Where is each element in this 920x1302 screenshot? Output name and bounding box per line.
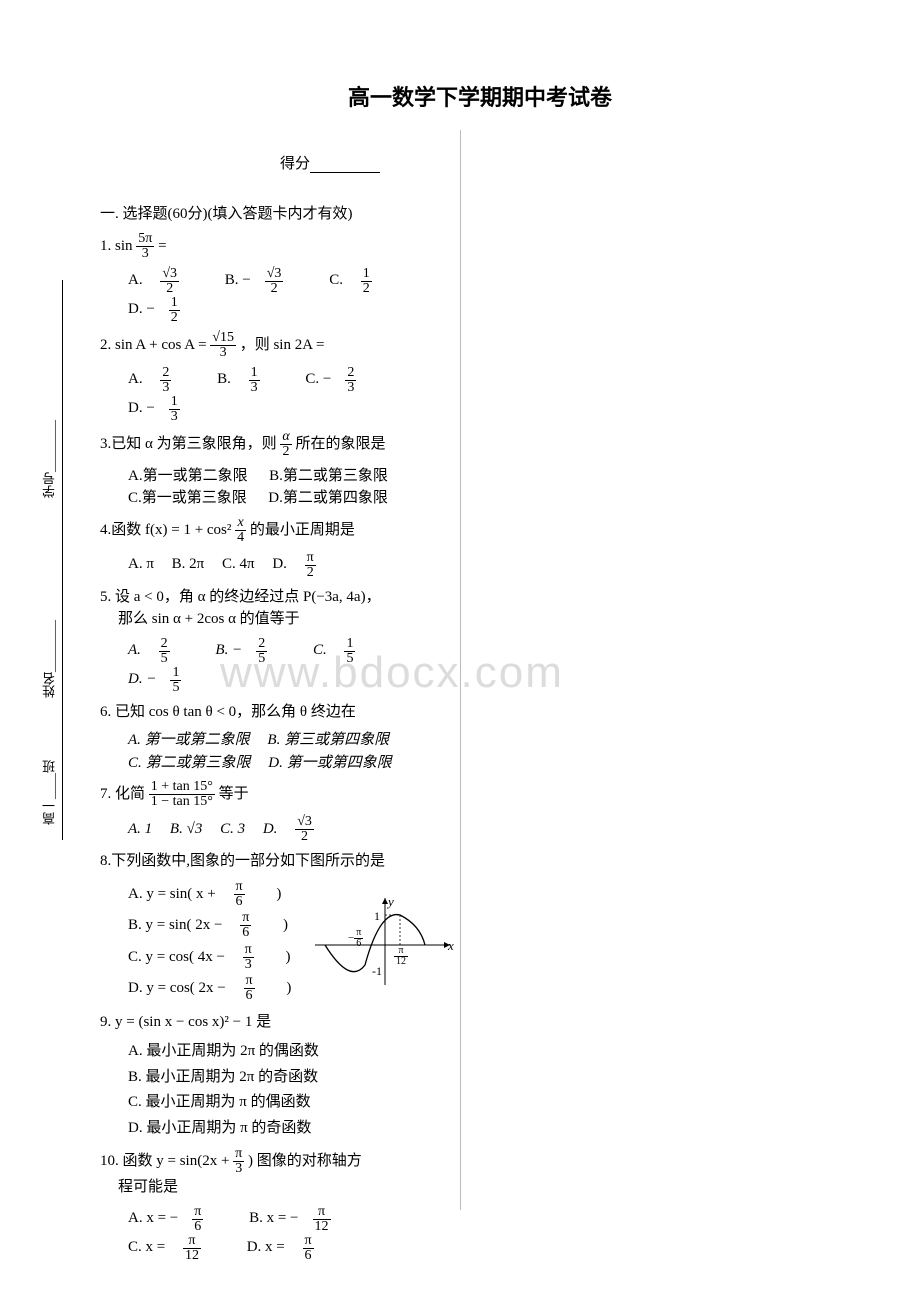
q3-options: A.第一或第二象限 B.第二或第三象限 C.第一或第三象限 D.第二或第四象限 [100, 465, 460, 510]
section-heading: 一. 选择题(60分)(填入答题卡内才有效) [100, 203, 460, 226]
sidebar-sid: 学号________ [40, 420, 59, 498]
question-2: 2. sin A + cos A = √153 ，则 sin 2A = [100, 331, 460, 360]
q5-options: A. 25 B. −25 C. 15 D. −15 [100, 637, 460, 695]
question-7: 7. 化简 1 + tan 15°1 − tan 15° 等于 [100, 780, 460, 809]
q1-options: A. √32 B. −√32 C. 12 D. −12 [100, 267, 460, 325]
score-line: 得分 [280, 152, 860, 173]
q10-options: A. x = −π6 B. x = −π12 C. x = π12 D. x =… [100, 1205, 460, 1263]
question-8: 8.下列函数中,图象的一部分如下图所示的是 A. y = sin( x + π6… [100, 850, 460, 1005]
exam-content: 一. 选择题(60分)(填入答题卡内才有效) 1. sin 5π3 = A. √… [100, 203, 460, 1263]
question-5: 5. 设 a < 0，角 α 的终边经过点 P(−3a, 4a)， 那么 sin… [100, 586, 460, 631]
q4-options: A. π B. 2π C. 4π D. π2 [100, 551, 460, 580]
question-9: 9. y = (sin x − cos x)² − 1 是 [100, 1011, 460, 1034]
page-title: 高一数学下学期期中考试卷 [100, 80, 860, 112]
q8-graph: y x 1 -1 −π6 π12 [310, 890, 460, 1000]
q2-options: A. 23 B. 13 C. −23 D. −13 [100, 366, 460, 424]
column-separator [460, 130, 461, 1210]
question-6: 6. 已知 cos θ tan θ < 0，那么角 θ 终边在 [100, 701, 460, 724]
question-3: 3.已知 α 为第三象限角，则 α2 所在的象限是 [100, 430, 460, 459]
binding-sidebar: 高一____班 姓名________ 学号________ [40, 280, 70, 840]
q6-options: A. 第一或第二象限 B. 第三或第四象限 C. 第二或第三象限 D. 第一或第… [100, 729, 460, 774]
question-4: 4.函数 f(x) = 1 + cos² x4 的最小正周期是 [100, 516, 460, 545]
q7-options: A. 1 B. √3 C. 3 D. √32 [100, 815, 460, 844]
sidebar-name: 姓名________ [40, 620, 59, 698]
question-10: 10. 函数 y = sin(2x + π3 ) 图像的对称轴方 程可能是 [100, 1147, 460, 1199]
sidebar-school: 高一____班 [40, 760, 59, 825]
q9-options: A. 最小正周期为 2π 的偶函数 B. 最小正周期为 2π 的奇函数 C. 最… [100, 1039, 460, 1141]
question-1: 1. sin 5π3 = [100, 232, 460, 261]
